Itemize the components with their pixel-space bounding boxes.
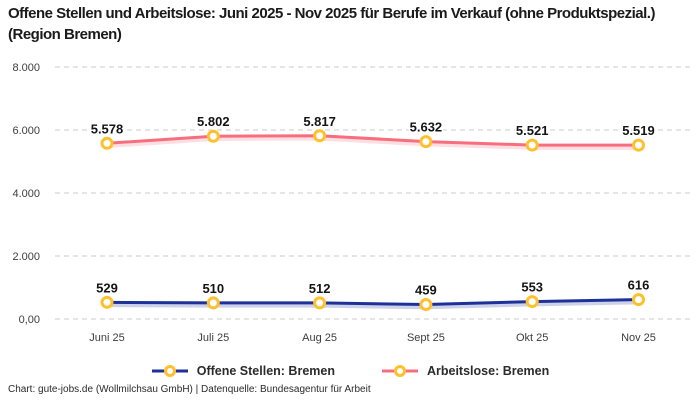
legend-item-arbeitslose[interactable]: Arbeitslose: Bremen bbox=[381, 364, 549, 378]
svg-text:6.000: 6.000 bbox=[12, 125, 40, 137]
svg-text:5.817: 5.817 bbox=[303, 114, 336, 129]
svg-text:553: 553 bbox=[521, 280, 543, 295]
svg-text:5.521: 5.521 bbox=[516, 123, 549, 138]
legend-label-arbeitslose: Arbeitslose: Bremen bbox=[426, 364, 550, 378]
svg-text:Nov 25: Nov 25 bbox=[621, 332, 656, 344]
svg-text:8.000: 8.000 bbox=[12, 62, 40, 74]
svg-text:510: 510 bbox=[202, 281, 224, 296]
legend-label-offene-stellen: Offene Stellen: Bremen bbox=[196, 364, 335, 378]
svg-text:0,00: 0,00 bbox=[19, 314, 40, 326]
line-marker-icon bbox=[381, 364, 419, 378]
svg-text:5.519: 5.519 bbox=[622, 123, 655, 138]
legend-item-offene-stellen[interactable]: Offene Stellen: Bremen bbox=[151, 364, 335, 378]
svg-text:Juli 25: Juli 25 bbox=[197, 332, 229, 344]
svg-text:Juni 25: Juni 25 bbox=[89, 332, 124, 344]
svg-text:Okt 25: Okt 25 bbox=[516, 332, 548, 344]
svg-text:Sept 25: Sept 25 bbox=[407, 332, 445, 344]
svg-text:529: 529 bbox=[96, 280, 118, 295]
svg-text:4.000: 4.000 bbox=[12, 188, 40, 200]
svg-text:5.802: 5.802 bbox=[197, 114, 230, 129]
svg-text:616: 616 bbox=[628, 278, 650, 293]
svg-text:Aug 25: Aug 25 bbox=[302, 332, 337, 344]
line-marker-icon bbox=[151, 364, 189, 378]
legend: Offene Stellen: Bremen Arbeitslose: Brem… bbox=[0, 359, 700, 383]
svg-text:512: 512 bbox=[309, 281, 331, 296]
svg-text:2.000: 2.000 bbox=[12, 251, 40, 263]
credit-line: Chart: gute-jobs.de (Wollmilchsau GmbH) … bbox=[8, 384, 371, 395]
svg-text:459: 459 bbox=[415, 283, 437, 298]
chart-title: Offene Stellen und Arbeitslose: Juni 202… bbox=[8, 5, 655, 43]
svg-text:5.632: 5.632 bbox=[410, 120, 443, 135]
svg-text:5.578: 5.578 bbox=[91, 121, 124, 136]
